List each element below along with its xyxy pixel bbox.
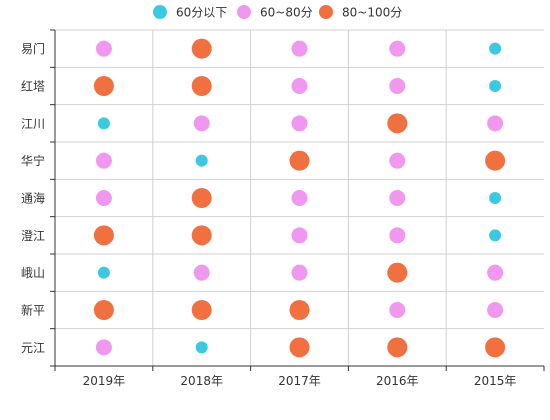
y-tick-label: 江川	[21, 117, 45, 131]
data-point-mid[interactable]	[291, 115, 308, 132]
data-point-mid[interactable]	[193, 264, 210, 281]
data-point-low[interactable]	[97, 117, 110, 130]
data-point-mid[interactable]	[487, 264, 504, 281]
data-point-high[interactable]	[191, 38, 212, 59]
data-point-mid[interactable]	[389, 40, 406, 57]
data-point-mid[interactable]	[291, 78, 308, 94]
data-point-high[interactable]	[387, 262, 408, 283]
x-tick-label: 2017年	[278, 374, 321, 388]
x-tick-label: 2015年	[474, 374, 517, 388]
x-tick-label: 2016年	[376, 374, 419, 388]
data-point-low[interactable]	[489, 192, 502, 204]
data-point-high[interactable]	[485, 150, 506, 171]
y-tick-label: 易门	[21, 41, 45, 56]
data-point-high[interactable]	[191, 188, 212, 208]
legend-item-low[interactable]: 60分以下	[153, 5, 227, 20]
data-point-mid[interactable]	[389, 78, 406, 94]
data-point-high[interactable]	[191, 300, 212, 320]
legend-marker-low	[153, 5, 167, 19]
data-point-mid[interactable]	[389, 302, 406, 318]
legend[interactable]: 60分以下 60~80分 80~100分	[153, 5, 402, 20]
data-point-mid[interactable]	[291, 227, 308, 244]
y-tick-label: 通海	[21, 191, 45, 206]
data-point-mid[interactable]	[95, 339, 112, 356]
y-tick-label: 元江	[21, 341, 45, 355]
data-points[interactable]	[93, 38, 506, 358]
data-point-low[interactable]	[195, 154, 208, 167]
y-tick-label: 澄江	[21, 228, 45, 243]
data-point-low[interactable]	[489, 229, 502, 242]
data-point-mid[interactable]	[95, 190, 112, 206]
data-point-mid[interactable]	[389, 227, 406, 244]
y-tick-label: 华宁	[21, 153, 45, 168]
data-point-high[interactable]	[93, 76, 114, 96]
axes	[50, 29, 545, 371]
data-point-mid[interactable]	[291, 190, 308, 206]
data-point-mid[interactable]	[193, 115, 210, 132]
x-tick-label: 2018年	[180, 374, 223, 388]
data-point-high[interactable]	[289, 337, 310, 358]
data-point-high[interactable]	[191, 76, 212, 96]
legend-item-high[interactable]: 80~100分	[319, 5, 402, 20]
data-point-high[interactable]	[191, 225, 212, 246]
data-point-high[interactable]	[387, 113, 408, 134]
x-axis-labels: 2019年 2018年 2017年 2016年 2015年	[83, 374, 517, 388]
data-point-low[interactable]	[489, 80, 502, 92]
data-point-high[interactable]	[93, 225, 114, 246]
y-tick-label: 峨山	[21, 266, 45, 280]
data-point-high[interactable]	[289, 300, 310, 320]
data-point-mid[interactable]	[291, 40, 308, 57]
data-point-high[interactable]	[485, 337, 506, 358]
data-point-high[interactable]	[387, 337, 408, 358]
data-point-mid[interactable]	[291, 264, 308, 281]
data-point-high[interactable]	[289, 150, 310, 171]
data-point-low[interactable]	[195, 341, 208, 354]
data-point-mid[interactable]	[95, 152, 112, 169]
legend-label-high: 80~100分	[342, 6, 402, 20]
legend-marker-high	[319, 5, 333, 19]
data-point-mid[interactable]	[487, 115, 504, 132]
x-tick-label: 2019年	[83, 374, 126, 388]
y-tick-label: 新平	[21, 303, 45, 318]
data-point-mid[interactable]	[389, 152, 406, 169]
grid	[55, 29, 544, 366]
legend-item-mid[interactable]: 60~80分	[237, 5, 313, 20]
legend-label-low: 60分以下	[176, 6, 227, 20]
data-point-mid[interactable]	[389, 190, 406, 206]
data-point-mid[interactable]	[95, 40, 112, 57]
data-point-low[interactable]	[489, 42, 502, 55]
data-point-low[interactable]	[97, 266, 110, 279]
y-tick-label: 红塔	[21, 79, 45, 94]
legend-marker-mid	[237, 5, 251, 19]
data-point-mid[interactable]	[487, 302, 504, 318]
legend-label-mid: 60~80分	[260, 6, 313, 20]
data-point-high[interactable]	[93, 300, 114, 320]
